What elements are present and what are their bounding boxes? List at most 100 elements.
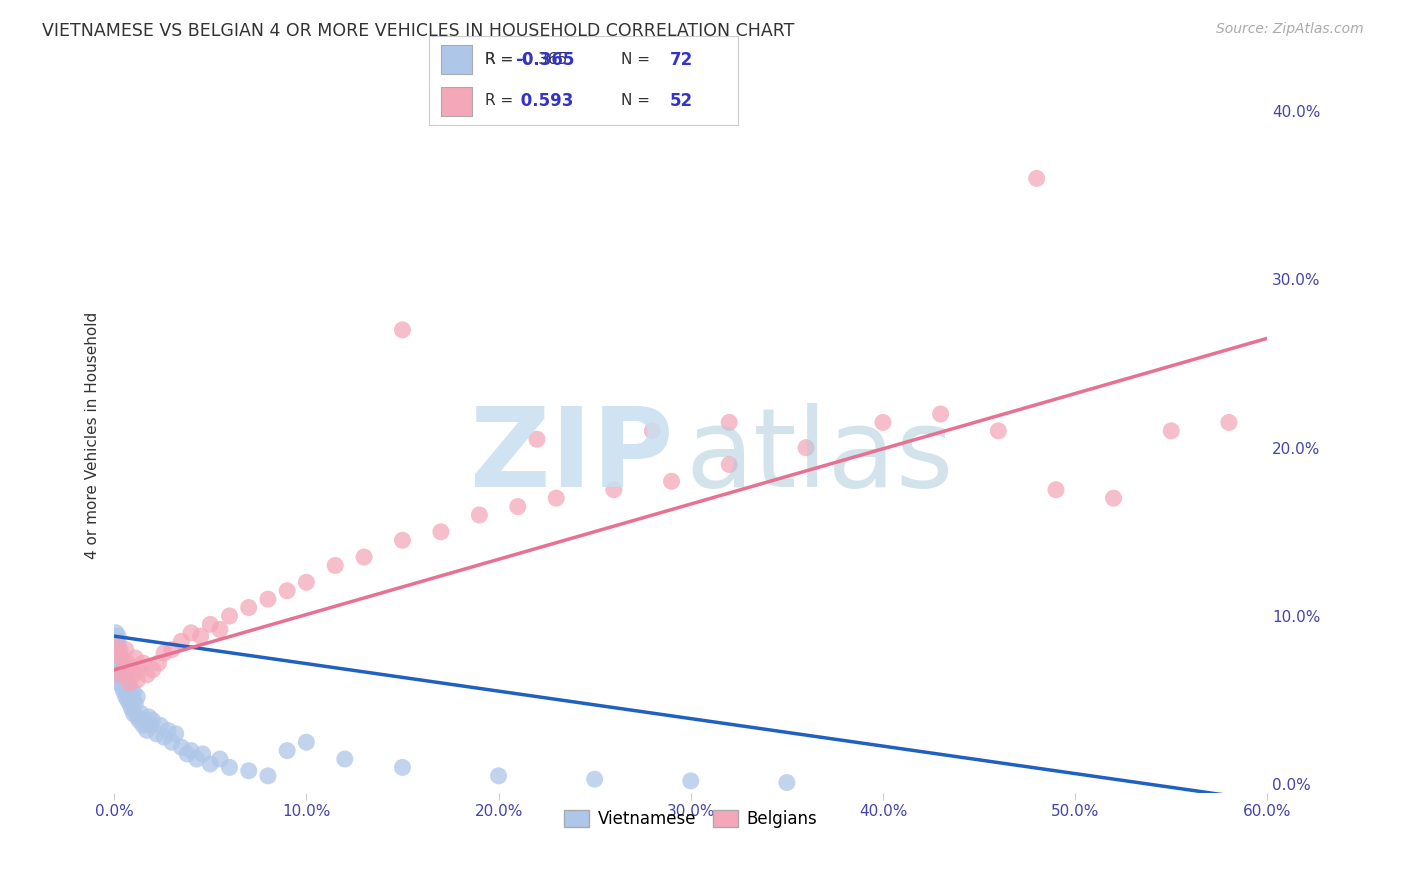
Point — [718, 416, 741, 430]
Point — [149, 718, 172, 732]
Point — [218, 609, 240, 624]
Point — [124, 697, 146, 711]
Point — [111, 659, 134, 673]
Text: R = -0.365: R = -0.365 — [485, 53, 567, 67]
Point — [107, 659, 129, 673]
Point — [111, 680, 134, 694]
Point — [170, 634, 193, 648]
Point — [468, 508, 491, 522]
Point — [117, 684, 139, 698]
Point — [208, 623, 231, 637]
Point — [641, 424, 664, 438]
Point — [107, 646, 129, 660]
Point — [111, 651, 134, 665]
Point — [180, 743, 202, 757]
Point — [122, 706, 145, 721]
FancyBboxPatch shape — [441, 45, 472, 74]
Point — [153, 646, 176, 660]
Point — [1025, 171, 1047, 186]
Point — [107, 668, 129, 682]
Point — [107, 639, 129, 653]
Point — [200, 617, 222, 632]
Point — [114, 680, 136, 694]
Point — [142, 714, 165, 728]
Point — [112, 684, 135, 698]
Point — [127, 690, 149, 704]
Point — [176, 747, 198, 761]
Text: ZIP: ZIP — [470, 403, 673, 510]
Point — [108, 651, 131, 665]
Point — [122, 668, 145, 682]
Point — [128, 663, 150, 677]
Point — [124, 651, 146, 665]
Point — [603, 483, 626, 497]
Point — [488, 769, 510, 783]
Point — [118, 681, 141, 696]
Point — [114, 690, 136, 704]
Point — [718, 458, 741, 472]
Point — [128, 714, 150, 728]
Point — [200, 757, 222, 772]
Point — [160, 642, 183, 657]
Point — [679, 773, 702, 788]
Point — [987, 424, 1010, 438]
Text: R =: R = — [485, 94, 517, 108]
Point — [112, 666, 135, 681]
Point — [257, 592, 280, 607]
Point — [122, 693, 145, 707]
Point — [148, 656, 170, 670]
Text: N =: N = — [620, 94, 654, 108]
Point — [117, 693, 139, 707]
Point — [180, 625, 202, 640]
Point — [583, 772, 606, 787]
Point — [112, 673, 135, 687]
Point — [135, 723, 157, 738]
Point — [526, 432, 548, 446]
Point — [108, 676, 131, 690]
Point — [1045, 483, 1067, 497]
Point — [218, 760, 240, 774]
Point — [132, 656, 155, 670]
Point — [121, 701, 143, 715]
Point — [156, 723, 179, 738]
Point — [112, 656, 135, 670]
Legend: Vietnamese, Belgians: Vietnamese, Belgians — [558, 803, 824, 834]
Point — [118, 688, 141, 702]
Point — [118, 697, 141, 711]
Point — [132, 718, 155, 732]
Point — [108, 663, 131, 677]
Text: Source: ZipAtlas.com: Source: ZipAtlas.com — [1216, 22, 1364, 37]
Point — [1160, 424, 1182, 438]
Text: -0.365: -0.365 — [516, 51, 575, 69]
Point — [165, 727, 187, 741]
Y-axis label: 4 or more Vehicles in Household: 4 or more Vehicles in Household — [86, 311, 100, 558]
Point — [323, 558, 346, 573]
Point — [333, 752, 356, 766]
Point — [546, 491, 568, 505]
Point — [117, 676, 139, 690]
Point — [108, 642, 131, 657]
Point — [134, 714, 156, 728]
Point — [145, 727, 167, 741]
Point — [112, 663, 135, 677]
Point — [238, 600, 260, 615]
Text: atlas: atlas — [685, 403, 953, 510]
Point — [118, 676, 141, 690]
Point — [238, 764, 260, 778]
Point — [139, 718, 162, 732]
Point — [257, 769, 280, 783]
Point — [391, 760, 413, 774]
Point — [111, 654, 134, 668]
Text: 52: 52 — [671, 92, 693, 110]
Point — [661, 475, 683, 489]
Point — [506, 500, 529, 514]
Text: 72: 72 — [671, 51, 693, 69]
Point — [391, 533, 413, 548]
Text: R =: R = — [485, 53, 517, 67]
Point — [121, 690, 143, 704]
Point — [127, 673, 149, 687]
Point — [776, 775, 799, 789]
Point — [129, 706, 152, 721]
Text: N =: N = — [620, 53, 654, 67]
Point — [108, 668, 131, 682]
